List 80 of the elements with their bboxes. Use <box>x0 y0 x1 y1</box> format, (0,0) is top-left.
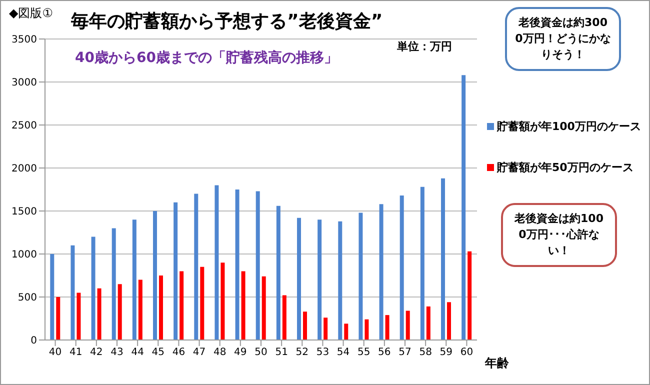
chart-title: 毎年の貯蓄額から予想する”老後資金” <box>71 10 383 33</box>
x-tick-label: 52 <box>296 347 309 358</box>
bar <box>138 280 142 340</box>
bar <box>324 318 328 340</box>
x-tick-label: 59 <box>440 347 453 358</box>
annotation: 単位：万円 <box>397 39 452 54</box>
bar <box>200 266 204 340</box>
bar <box>282 295 286 340</box>
legend-label: 貯蓄額が年50万円のケース <box>496 160 634 175</box>
bar <box>276 206 280 340</box>
bar <box>400 196 404 340</box>
text: 老後資金は約3000万円！どうにかなりそう！ <box>505 7 621 71</box>
bar <box>462 75 466 340</box>
x-tick-label: 46 <box>172 347 186 358</box>
y-tick-label: 1500 <box>12 206 37 218</box>
bar <box>50 254 54 340</box>
bar <box>358 212 363 340</box>
x-tick-label: 53 <box>316 347 330 358</box>
bar <box>406 310 410 340</box>
legend-label: 貯蓄額が年100万円のケース <box>496 119 641 134</box>
x-tick-label: 40 <box>48 347 62 358</box>
bar <box>76 292 81 340</box>
x-tick-label: 44 <box>131 347 144 358</box>
bar <box>194 194 198 340</box>
bar <box>297 218 301 340</box>
x-tick-label: 57 <box>398 347 412 358</box>
bar <box>174 202 178 340</box>
bar <box>153 211 157 340</box>
y-tick-label: 1000 <box>12 250 37 261</box>
x-tick-label: 50 <box>254 347 268 358</box>
bar <box>97 288 102 340</box>
bar <box>70 245 75 340</box>
bar <box>379 204 384 340</box>
bar <box>91 236 96 340</box>
bar <box>118 284 122 340</box>
bar <box>303 312 307 340</box>
x-tick-label: 47 <box>192 347 206 358</box>
y-tick-label: 2500 <box>12 120 37 132</box>
x-tick-label: 54 <box>336 347 350 358</box>
bar <box>338 221 342 340</box>
x-tick-label: 56 <box>378 347 391 358</box>
x-tick-label: 49 <box>234 347 247 358</box>
bar <box>112 228 116 340</box>
x-tick-label: 55 <box>357 347 370 358</box>
bar <box>426 306 430 340</box>
bar <box>344 324 348 340</box>
bar <box>318 220 322 340</box>
text: ◆図版① <box>9 5 53 22</box>
bar <box>256 191 260 340</box>
x-tick-label: 41 <box>69 347 82 358</box>
y-tick-label: 3500 <box>12 34 37 46</box>
y-tick-label: 2000 <box>12 164 37 175</box>
bar <box>220 262 225 340</box>
bar <box>441 178 445 340</box>
x-tick-label: 45 <box>152 347 165 358</box>
y-tick-label: 0 <box>30 336 37 347</box>
text: 老後資金は約1000万円･･･心許ない！ <box>501 203 617 267</box>
y-tick-label: 500 <box>18 292 37 304</box>
bar <box>385 315 390 340</box>
x-tick-label: 48 <box>213 347 226 358</box>
x-tick-label: 43 <box>110 347 124 358</box>
x-tick-label: 60 <box>460 347 474 358</box>
y-tick-label: 3000 <box>12 78 37 89</box>
text: 40歳から60歳までの「貯蓄残高の推移」 <box>75 49 338 67</box>
bar <box>364 319 369 340</box>
bar <box>56 297 60 340</box>
bar <box>180 271 184 340</box>
bar <box>447 302 451 340</box>
bar <box>420 186 424 340</box>
bar <box>241 271 246 340</box>
x-tick-label: 51 <box>275 347 288 358</box>
bar <box>159 276 163 340</box>
bar <box>235 190 240 340</box>
x-tick-label: 42 <box>90 347 103 358</box>
x-tick-label: 58 <box>419 347 432 358</box>
bar <box>262 276 266 340</box>
bar <box>132 220 136 340</box>
x-axis-title: 年齢 <box>485 355 509 372</box>
bar <box>468 251 472 340</box>
bar <box>214 185 219 340</box>
